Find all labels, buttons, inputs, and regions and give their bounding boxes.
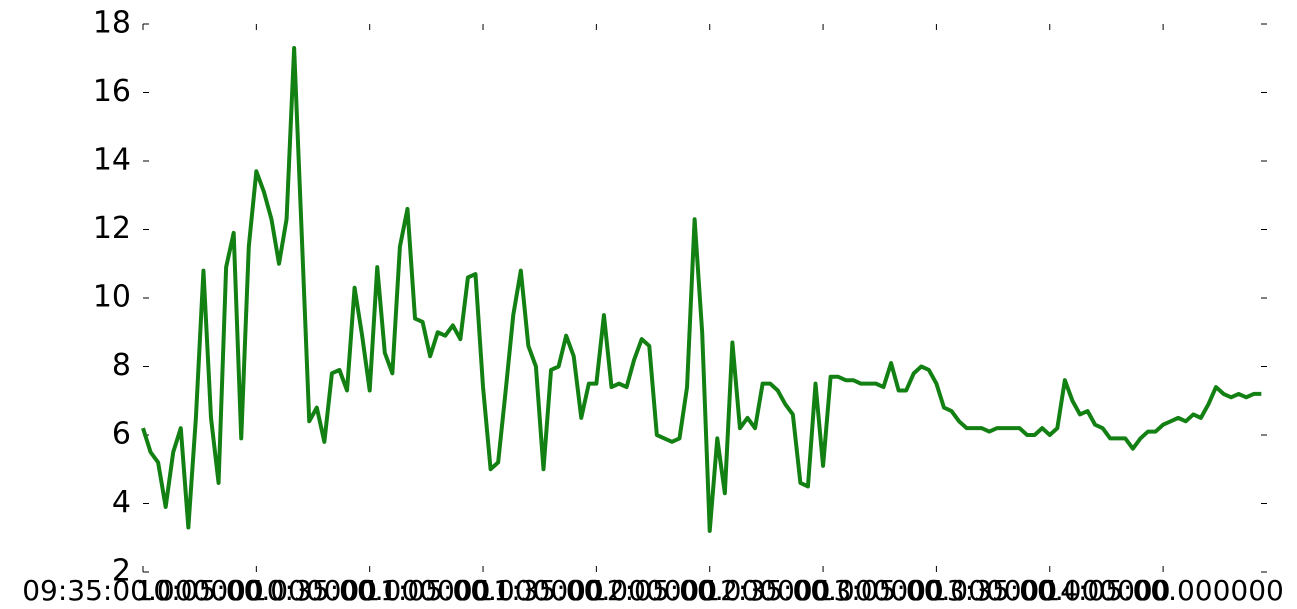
y-tick-label: 4 (112, 485, 131, 520)
x-tick-label: 14:05:00.000000 (1042, 574, 1284, 607)
data-line (141, 45, 1262, 533)
y-tick-label: 16 (93, 74, 131, 109)
y-tick-label: 12 (93, 211, 131, 246)
y-tick-label: 6 (112, 417, 131, 452)
x-tick-label: 10:35:00.000000 (249, 574, 491, 607)
x-tick-label: 11:35:00.000000 (476, 574, 718, 607)
x-tick-label: 12:35:00.000000 (702, 574, 944, 607)
x-tick-label: 11:05:00.000000 (362, 574, 604, 607)
x-tick-label: 10:05:00.000000 (136, 574, 378, 607)
y-tick-label: 8 (112, 348, 131, 383)
x-tick-label: 13:35:00.000000 (929, 574, 1171, 607)
y-tick-label: 2 (112, 554, 131, 589)
x-tick-label: 13:05:00.000000 (816, 574, 1058, 607)
y-tick-label: 18 (93, 6, 131, 41)
x-tick-label: 09:35:00.000000 (22, 574, 264, 607)
x-tick-label: 12:05:00.000000 (589, 574, 831, 607)
y-tick-label: 10 (93, 280, 131, 315)
y-tick-label: 14 (93, 143, 131, 178)
